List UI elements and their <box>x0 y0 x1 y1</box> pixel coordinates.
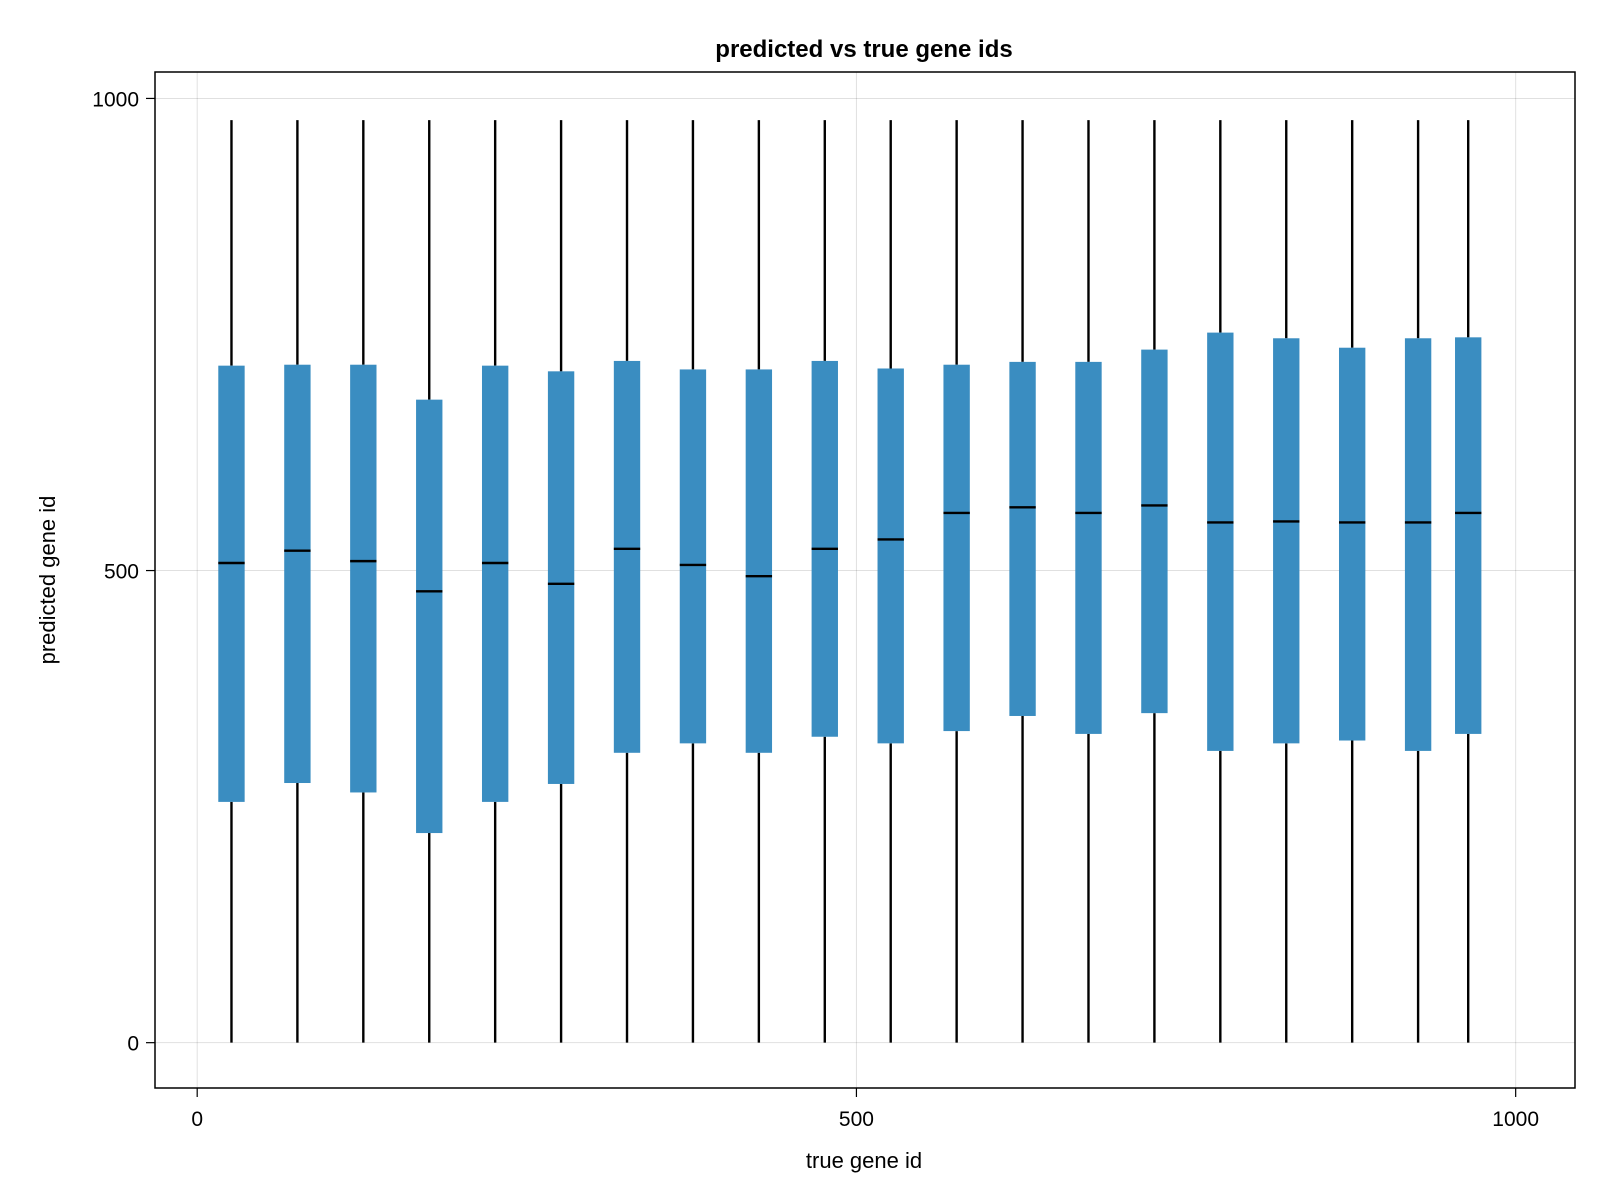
box <box>1338 347 1366 741</box>
x-axis-label: true gene id <box>806 1148 922 1173</box>
box <box>1273 338 1300 744</box>
x-tick-label: 0 <box>191 1108 203 1131</box>
box-group <box>1207 120 1234 1043</box>
chart-title: predicted vs true gene ids <box>715 36 1012 63</box>
box <box>745 369 773 753</box>
box-group <box>943 120 970 1043</box>
box <box>1404 338 1432 751</box>
box-group <box>1404 120 1432 1043</box>
box-group <box>1009 120 1036 1043</box>
box-group <box>218 120 245 1043</box>
grid <box>155 72 1575 1088</box>
box-group <box>350 120 377 1043</box>
box-group <box>811 120 838 1043</box>
box-group <box>877 120 904 1043</box>
box-group <box>1141 120 1168 1043</box>
box-group <box>745 120 773 1043</box>
plot-frame <box>154 71 1576 1089</box>
box-group <box>481 120 509 1043</box>
box-group <box>1273 120 1300 1043</box>
box <box>547 371 575 784</box>
box <box>1075 361 1102 734</box>
box-group <box>1455 120 1482 1043</box>
y-tick-label: 0 <box>127 1033 139 1056</box>
box <box>284 364 311 784</box>
box <box>943 364 970 732</box>
boxes <box>218 120 1482 1043</box>
box <box>481 365 509 802</box>
box-group <box>284 120 311 1043</box>
box-group <box>547 120 575 1043</box>
box <box>416 399 443 834</box>
box <box>1455 337 1482 734</box>
box <box>1141 349 1168 714</box>
box-group <box>679 120 707 1043</box>
box-group <box>416 120 443 1043</box>
x-tick-label: 1000 <box>1492 1108 1539 1131</box>
box <box>350 364 377 793</box>
box <box>1207 332 1234 751</box>
box <box>877 368 904 744</box>
y-axis-label: predicted gene id <box>35 496 60 665</box>
y-tick-label: 1000 <box>92 88 139 111</box>
box-group <box>1338 120 1366 1043</box>
box <box>1009 361 1036 716</box>
box <box>218 365 245 802</box>
x-tick-label: 500 <box>839 1108 874 1131</box>
box-group <box>613 120 641 1043</box>
y-tick-label: 500 <box>104 561 139 584</box>
box <box>679 369 707 744</box>
box <box>613 360 641 753</box>
ticks: 0 500 1000 0 500 1000 <box>92 88 1539 1131</box>
box-group <box>1075 120 1102 1043</box>
